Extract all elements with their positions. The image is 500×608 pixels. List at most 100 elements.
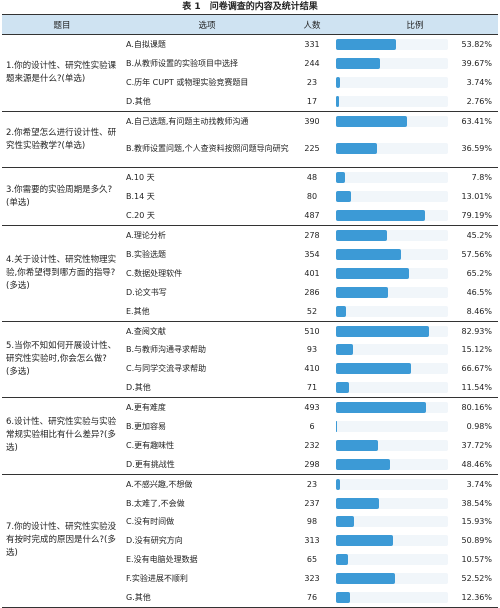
option-label: D.没有研究方向	[126, 536, 183, 546]
ratio-cell: 2.76%	[332, 91, 498, 112]
ratio-bar	[336, 516, 354, 528]
option-count: 331	[304, 39, 320, 49]
ratio-bar-track	[336, 267, 448, 279]
ratio-bar-track	[336, 305, 448, 317]
ratio-percent: 8.46%	[466, 306, 492, 316]
table-row: B.实验选题 354 57.56%	[2, 245, 498, 264]
table-row: C.历年 CUPT 或物理实验竞赛题目 23 3.74%	[2, 73, 498, 92]
option-label: A.自拟课题	[126, 39, 166, 49]
option-label: C.20 天	[122, 206, 292, 227]
ratio-cell: 79.19%	[332, 206, 498, 227]
ratio-cell: 0.98%	[332, 417, 498, 436]
ratio-cell: 45.2%	[332, 226, 498, 245]
table-row: B.更加容易 6 0.98%	[2, 417, 498, 436]
header-question: 题目	[2, 14, 122, 35]
ratio-bar	[336, 115, 407, 127]
ratio-cell: 57.56%	[332, 245, 498, 264]
question-text: 7.你的设计性、研究性实验没有按时完成的原因是什么?(多选)	[2, 474, 122, 608]
ratio-cell: 39.67%	[332, 54, 498, 73]
ratio-cell: 3.74%	[332, 73, 498, 92]
ratio-percent: 46.5%	[466, 287, 492, 297]
ratio-percent: 15.12%	[461, 345, 492, 355]
option-label: B.与教师沟通寻求帮助	[126, 345, 207, 355]
ratio-bar	[336, 421, 338, 433]
ratio-percent: 7.8%	[471, 173, 492, 183]
ratio-bar-track	[336, 210, 448, 222]
ratio-bar-track	[336, 57, 448, 69]
ratio-bar	[336, 305, 346, 317]
option-label: B.从教师设置的实验项目中选择	[126, 58, 239, 68]
ratio-cell: 80.16%	[332, 398, 498, 417]
ratio-bar	[336, 267, 409, 279]
ratio-bar	[336, 344, 353, 356]
ratio-bar-track	[336, 76, 448, 88]
ratio-bar	[336, 592, 350, 604]
ratio-bar-track	[336, 172, 448, 184]
table-row: D.论文书写 286 46.5%	[2, 283, 498, 302]
ratio-bar-track	[336, 191, 448, 203]
table-row: 2.你希望怎么进行设计性、研究性实验教学?(单选) A.自己选题,有问题主动找教师…	[2, 111, 498, 169]
table-row: B.从教师设置的实验项目中选择 244 39.67%	[2, 54, 498, 73]
table-row: D.其他 17 2.76%	[2, 91, 498, 112]
ratio-cell: 3.74%	[332, 474, 498, 493]
ratio-bar	[336, 172, 345, 184]
ratio-bar-track	[336, 249, 448, 261]
ratio-bar	[336, 458, 391, 470]
ratio-bar-track	[336, 554, 448, 566]
survey-body: 1.你的设计性、研究性实验课题来源是什么?(单选) A.自拟课题 331 53.82%…	[2, 34, 498, 608]
ratio-cell: 46.5%	[332, 283, 498, 302]
question-text: 3.你需要的实验周期是多久?(单选)	[2, 167, 122, 227]
ratio-bar-track	[336, 230, 448, 242]
option-count: 71	[292, 378, 332, 399]
option-label: C.与同学交流寻求帮助	[126, 364, 207, 374]
ratio-percent: 0.98%	[466, 422, 492, 432]
ratio-bar-track	[336, 478, 448, 490]
ratio-cell: 12.36%	[332, 588, 498, 608]
table-row: C.与同学交流寻求帮助 410 66.67%	[2, 359, 498, 378]
header-count: 人数	[292, 14, 332, 35]
ratio-cell: 15.12%	[332, 340, 498, 359]
option-count: 76	[292, 588, 332, 608]
option-label: C.更有趣味性	[126, 440, 175, 450]
ratio-percent: 13.01%	[461, 192, 492, 202]
ratio-percent: 80.16%	[461, 403, 492, 413]
ratio-bar-track	[336, 516, 448, 528]
ratio-cell: 38.54%	[332, 494, 498, 513]
option-count: 23	[306, 479, 318, 489]
table-row: C.数据处理软件 401 65.2%	[2, 264, 498, 283]
option-count: 93	[306, 345, 318, 355]
ratio-percent: 65.2%	[466, 268, 492, 278]
question-text: 5.当你不知如何开展设计性、研究性实验时,你会怎么做?(多选)	[2, 321, 122, 399]
ratio-bar	[336, 191, 351, 203]
ratio-percent: 79.19%	[461, 211, 492, 221]
ratio-bar	[336, 554, 348, 566]
option-label: B.太难了,不会做	[126, 498, 185, 508]
option-count: 390	[304, 116, 320, 126]
ratio-percent: 15.93%	[461, 517, 492, 527]
option-label: A.理论分析	[126, 231, 166, 241]
table-caption: 表 1 问卷调查的内容及统计结果	[0, 1, 500, 14]
option-label: C.历年 CUPT 或物理实验竞赛题目	[126, 77, 249, 87]
ratio-bar-track	[336, 382, 448, 394]
table-row: C.20 天 487 79.19%	[2, 206, 498, 227]
table-title: 问卷调查的内容及统计结果	[209, 2, 318, 12]
ratio-cell: 48.46%	[332, 454, 498, 475]
option-count: 225	[292, 130, 332, 169]
ratio-bar	[336, 249, 401, 261]
ratio-bar	[336, 57, 381, 69]
ratio-bar-track	[336, 95, 448, 107]
table-row: D.更有挑战性 298 48.46%	[2, 454, 498, 475]
option-label: A.不感兴趣,不想做	[126, 479, 193, 489]
ratio-bar-track	[336, 325, 448, 337]
ratio-bar-track	[336, 497, 448, 509]
option-count: 80	[306, 192, 318, 202]
ratio-bar	[336, 363, 411, 375]
ratio-cell: 53.82%	[332, 35, 498, 54]
option-label: E.其他	[122, 301, 292, 322]
option-label: E.没有电脑处理数据	[126, 555, 198, 565]
option-count: 232	[304, 440, 320, 450]
ratio-bar	[336, 143, 377, 155]
question-text: 2.你希望怎么进行设计性、研究性实验教学?(单选)	[2, 111, 122, 169]
ratio-cell: 15.93%	[332, 512, 498, 531]
ratio-cell: 13.01%	[332, 187, 498, 206]
